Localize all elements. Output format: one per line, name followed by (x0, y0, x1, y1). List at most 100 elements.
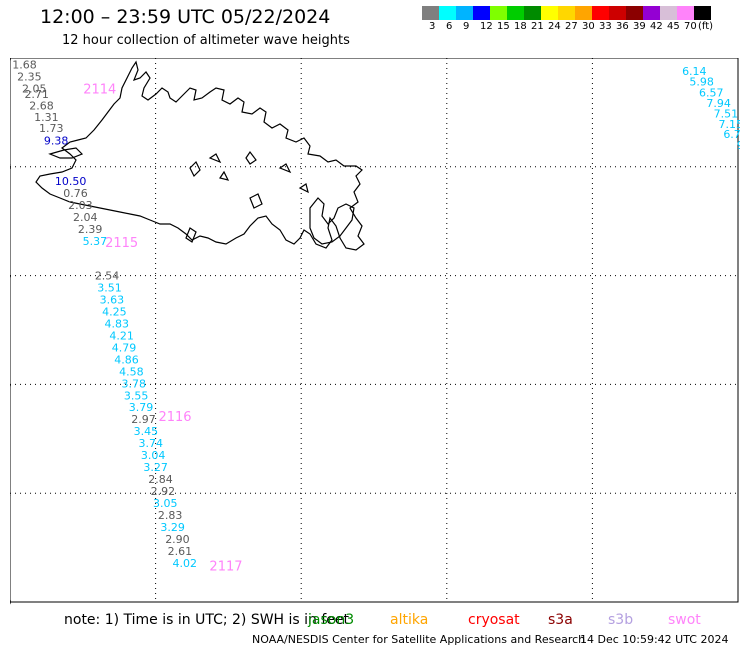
wave-height-value: 7.51 (714, 107, 739, 120)
northern-peninsula-inlet (189, 150, 257, 181)
colorbar-label: (ft) (698, 21, 714, 32)
colorbar-swatch (456, 6, 473, 20)
wave-height-value: 3.45 (134, 425, 159, 438)
wave-height-value: 9.38 (44, 135, 69, 148)
colorbar-label: 39 (633, 21, 646, 32)
wave-height-value: 9 (737, 139, 740, 152)
wave-height-value: 3.27 (143, 461, 168, 474)
wave-height-value: 2.71 (24, 88, 49, 101)
lat-lon-grid (10, 58, 738, 602)
colorbar-swatch (422, 6, 439, 20)
wave-height-value: 1.73 (39, 122, 64, 135)
legend-item-cryosat: cryosat (468, 612, 520, 628)
colorbar-label: 24 (548, 21, 561, 32)
wave-height-value: 3.29 (160, 521, 185, 534)
wave-height-value: 2.54 (95, 270, 120, 283)
wave-height-value: 7.15 (718, 118, 740, 131)
wave-height-value: 2.35 (17, 70, 42, 83)
wave-height-value: 4.83 (105, 317, 130, 330)
wave-height-value: 3.79 (129, 401, 154, 414)
colorbar-label: 18 (514, 21, 527, 32)
colorbar-swatch (558, 6, 575, 20)
latitude-tick-label: 48 (10, 163, 12, 173)
labrador-coast-fragment (48, 147, 84, 159)
colorbar-label: 3 (429, 21, 436, 32)
wave-height-value: 0.76 (63, 187, 88, 200)
colorbar-swatch (439, 6, 456, 20)
colorbar-label: 21 (531, 21, 544, 32)
credit-line: NOAA/NESDIS Center for Satellite Applica… (252, 633, 586, 646)
wave-height-value: 4.02 (172, 557, 197, 570)
wave-height-value: 4.25 (102, 306, 127, 319)
colorbar-swatch (677, 6, 694, 20)
colorbar-label: 70 (684, 21, 697, 32)
wave-height-colorbar (422, 6, 711, 20)
map-subtitle: 12 hour collection of altimeter wave hei… (62, 33, 350, 48)
map-panel: -60-57-54-51-48-45504846444240 1.682.352… (0, 55, 740, 617)
colorbar-swatch (507, 6, 524, 20)
track-id-label: 2115 (105, 236, 138, 251)
legend-item-s3b: s3b (608, 612, 634, 628)
legend-item-altika: altika (390, 612, 429, 628)
wave-height-value: 3.55 (124, 389, 149, 402)
wave-height-value: 6.72 (723, 128, 740, 141)
wave-height-value: 1.68 (12, 59, 37, 72)
wave-height-value: 2.39 (78, 223, 103, 236)
colorbar-swatch (524, 6, 541, 20)
newfoundland-coastline (35, 60, 365, 251)
latitude-tick-label: 46 (10, 272, 12, 282)
wave-height-value: 2.83 (158, 509, 183, 522)
colorbar-swatch (660, 6, 677, 20)
colorbar-swatch (473, 6, 490, 20)
wave-height-value: 2.03 (68, 199, 93, 212)
wave-height-value: 3.51 (97, 282, 122, 295)
colorbar-swatch (490, 6, 507, 20)
wave-height-value: 5.37 (83, 235, 108, 248)
wave-height-value: 4.21 (109, 329, 134, 342)
wave-height-value: 3.63 (100, 294, 125, 307)
colorbar-label: 27 (565, 21, 578, 32)
colorbar-label: 36 (616, 21, 629, 32)
colorbar-swatch (643, 6, 660, 20)
wave-height-value: 7.94 (706, 97, 731, 110)
bay-inlets (185, 153, 309, 243)
colorbar-swatch (575, 6, 592, 20)
colorbar-label: 30 (582, 21, 595, 32)
altimeter-tracks: 1.682.352.052.712.681.311.739.38 2114 10.5… (12, 59, 740, 575)
colorbar-label: 9 (463, 21, 470, 32)
wave-height-value: 6.57 (699, 86, 724, 99)
wave-height-value: 4.58 (119, 365, 144, 378)
footer-note: note: 1) Time is in UTC; 2) SWH is in fe… (64, 612, 350, 628)
colorbar-swatch (609, 6, 626, 20)
wave-height-value: 2.97 (131, 413, 156, 426)
colorbar-label: 42 (650, 21, 663, 32)
wave-height-value: 2.05 (22, 82, 47, 95)
altimeter-map: -60-57-54-51-48-45504846444240 1.682.352… (0, 55, 740, 617)
wave-height-value: 3.04 (141, 449, 166, 462)
track-id-label: 2117 (209, 560, 242, 575)
newfoundland-island-outline (35, 60, 365, 251)
wave-height-value: 6.14 (682, 65, 707, 78)
wave-height-value: 10.50 (55, 175, 87, 188)
colorbar-label: 33 (599, 21, 612, 32)
colorbar-label: 15 (497, 21, 510, 32)
colorbar-labels: 3 6 9 12 15 18 21 24 27 30 33 36 39 42 45 70 (ft) (422, 21, 740, 33)
map-title: 12:00 – 23:59 UTC 05/22/2024 (40, 6, 331, 28)
wave-height-value: 1.31 (34, 111, 59, 124)
map-frame (9, 57, 739, 603)
colorbar-swatch (592, 6, 609, 20)
wave-height-value: 4.86 (114, 353, 139, 366)
wave-height-value: 3.05 (153, 497, 178, 510)
colorbar-label: 6 (446, 21, 453, 32)
legend-item-s3a: s3a (548, 612, 573, 628)
colorbar-label: 45 (667, 21, 680, 32)
wave-height-value: 2.92 (151, 485, 176, 498)
wave-height-value: 3.78 (122, 377, 147, 390)
legend-item-jason3: jason3 (308, 612, 355, 628)
wave-height-value: 2.04 (73, 211, 98, 224)
latitude-tick-label: 42 (10, 489, 11, 499)
wave-height-value: 3.74 (138, 437, 163, 450)
wave-height-value: 2.68 (29, 99, 54, 112)
track-id-label: 2116 (158, 410, 191, 425)
colorbar-swatch (541, 6, 558, 20)
